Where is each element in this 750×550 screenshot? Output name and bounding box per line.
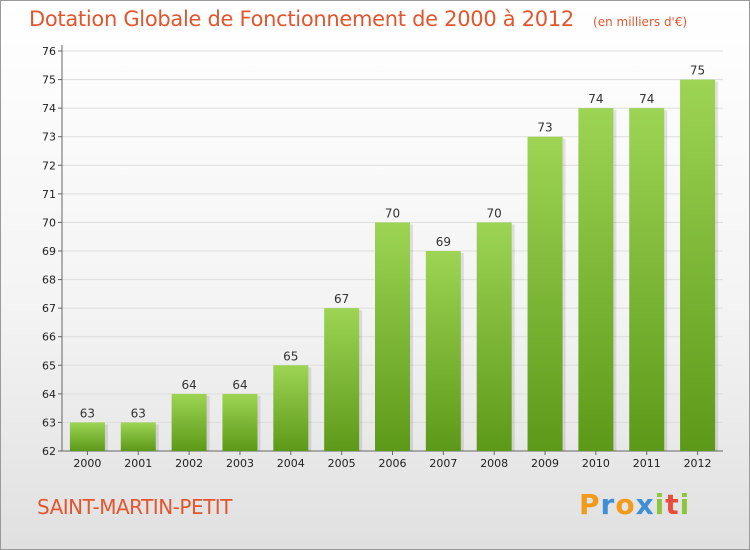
y-tick-label: 70 <box>42 216 56 229</box>
commune-name: SAINT-MARTIN-PETIT <box>37 495 232 519</box>
y-tick-label: 71 <box>42 188 56 201</box>
y-tick-label: 65 <box>42 359 56 372</box>
y-tick-label: 69 <box>42 245 56 258</box>
x-tick-label-2000: 2000 <box>73 457 101 470</box>
x-tick-labels: 2000 2001 2002 2003 2004 2005 2006 2007 2008 2009… <box>73 457 711 470</box>
bar-2001 <box>120 422 156 451</box>
data-label-2009: 73 <box>537 121 552 135</box>
bar-2005 <box>324 308 360 451</box>
y-tick-label: 72 <box>42 159 56 172</box>
y-tick-label: 66 <box>42 331 56 344</box>
x-tick-label-2007: 2007 <box>429 457 457 470</box>
y-tick-labels: 62 63 64 65 66 67 68 69 70 71 72 73 74 75 76 <box>42 45 56 458</box>
data-label-2010: 74 <box>588 92 603 106</box>
chart-title: Dotation Globale de Fonctionnement de 20… <box>29 7 574 31</box>
bar-2004 <box>273 365 309 451</box>
data-label-2008: 70 <box>487 206 502 220</box>
y-tick-label: 68 <box>42 274 56 287</box>
data-label-2005: 67 <box>334 292 349 306</box>
data-label-2003: 64 <box>232 378 247 392</box>
proxiti-logo[interactable]: Proxiti <box>579 488 690 521</box>
x-tick-label-2009: 2009 <box>531 457 559 470</box>
chart-unit-note: (en milliers d'€) <box>593 15 688 29</box>
y-tick-label: 74 <box>42 102 56 115</box>
y-tick-label: 76 <box>42 45 56 58</box>
bar-2006 <box>375 222 410 451</box>
bar-2003 <box>222 393 258 451</box>
data-label-2006: 70 <box>385 206 400 220</box>
data-label-2012: 75 <box>690 64 705 78</box>
y-tick-label: 64 <box>42 388 56 401</box>
bars <box>69 79 719 452</box>
data-label-2002: 64 <box>181 378 196 392</box>
logo-letter: P <box>579 488 601 521</box>
y-tick-label: 62 <box>42 445 56 458</box>
data-labels: 63 63 64 64 65 67 70 69 70 73 74 74 75 <box>80 64 705 421</box>
x-tick-label-2004: 2004 <box>277 457 305 470</box>
bar-2010 <box>578 108 614 452</box>
bar-2011 <box>629 108 665 452</box>
x-tick-label-2002: 2002 <box>175 457 203 470</box>
data-label-2011: 74 <box>639 92 654 106</box>
bar-2008 <box>476 222 512 451</box>
logo-letter: i <box>679 488 691 521</box>
data-label-2000: 63 <box>80 406 95 420</box>
y-tick-label: 67 <box>42 302 56 315</box>
y-tick-label: 73 <box>42 131 56 144</box>
x-tick-label-2001: 2001 <box>124 457 152 470</box>
data-label-2007: 69 <box>436 235 451 249</box>
bar-2000 <box>69 422 105 451</box>
bar-2007 <box>425 251 461 451</box>
bar-2009 <box>527 136 563 451</box>
bar-2012 <box>680 79 716 452</box>
x-tick-label-2012: 2012 <box>684 457 712 470</box>
x-tick-label-2006: 2006 <box>379 457 407 470</box>
x-tick-label-2008: 2008 <box>480 457 508 470</box>
bar-2002 <box>171 393 207 451</box>
logo-letter: r <box>600 488 616 521</box>
data-label-2004: 65 <box>283 349 298 363</box>
data-label-2001: 63 <box>131 406 146 420</box>
x-tick-label-2005: 2005 <box>328 457 356 470</box>
chart-title-line: Dotation Globale de Fonctionnement de 20… <box>29 7 687 31</box>
logo-letter: o <box>615 488 636 521</box>
logo-letter: t <box>665 488 680 521</box>
x-tick-label-2003: 2003 <box>226 457 254 470</box>
logo-letter: x <box>635 488 655 521</box>
logo-letter: i <box>654 488 666 521</box>
y-tick-label: 75 <box>42 74 56 87</box>
x-tick-label-2011: 2011 <box>633 457 661 470</box>
x-tick-label-2010: 2010 <box>582 457 610 470</box>
y-tick-label: 63 <box>42 416 56 429</box>
